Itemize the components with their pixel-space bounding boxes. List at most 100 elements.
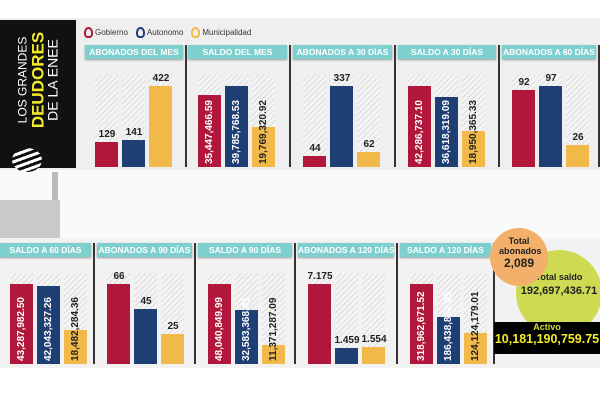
chart-panel: ABONADOS A 120 DÍAS 7.175 1.459 1.554 — [298, 243, 398, 364]
bar-background — [335, 273, 358, 364]
panel-divider — [396, 243, 398, 364]
bar-municipalidad — [362, 346, 385, 364]
bar-municipalidad — [566, 145, 589, 167]
total-saldo-circle: Total saldo 192,697,436.71 — [516, 250, 600, 336]
panel-divider — [93, 243, 95, 364]
chart-panel: ABONADOS A 30 DÍAS 44 337 62 — [293, 45, 396, 167]
data-label: 32,583,368.41 — [241, 297, 252, 361]
bulb-icon — [84, 27, 93, 38]
bar-autonomo — [235, 309, 258, 364]
bulb-icon — [191, 27, 201, 38]
chart-panel: ABONADOS DEL MES 129 141 422 — [85, 45, 187, 167]
legend-item-autonomo: Autonomo — [135, 27, 184, 38]
bar-background — [303, 75, 326, 167]
panel-divider — [498, 45, 500, 167]
data-label: 45 — [140, 296, 152, 308]
data-label: 25 — [167, 320, 179, 332]
data-label: 35,447,466.59 — [204, 100, 215, 164]
data-label: 186,438,832.05 — [443, 291, 454, 361]
bar-autonomo — [37, 286, 60, 364]
data-label: 42,043,327.26 — [43, 297, 54, 361]
data-label: 1.554 — [361, 333, 387, 345]
data-label: 43,287,982.50 — [16, 297, 27, 361]
legend-item-municipalidad: Municipalidad — [191, 27, 251, 38]
bar-municipalidad — [357, 152, 380, 167]
chart-panel: SALDO A 30 DÍAS 42,286,737.10 36,618,319.0… — [398, 45, 500, 167]
panel-title: ABONADOS A 120 DÍAS — [298, 243, 394, 257]
panel-divider — [194, 243, 196, 364]
bar-gobierno — [308, 283, 331, 364]
bar-autonomo — [437, 317, 460, 364]
bar-municipalidad — [262, 345, 285, 364]
title-text: LOS GRANDES DEUDORES DE LA ENEE — [16, 32, 61, 128]
data-label: 18,950,365.33 — [468, 100, 479, 164]
data-label: 129 — [98, 129, 116, 141]
bar-gobierno — [198, 94, 221, 167]
panel-title: SALDO A 90 DÍAS — [198, 243, 292, 257]
bar-background — [362, 273, 385, 364]
panel-title: ABONADOS A 90 DÍAS — [97, 243, 192, 257]
bar-gobierno — [303, 156, 326, 167]
background-image-band — [0, 170, 600, 242]
panel-divider — [493, 243, 495, 364]
data-label: 19,769,320.92 — [258, 100, 269, 164]
data-label: 422 — [152, 73, 170, 85]
bar-gobierno — [410, 283, 433, 364]
panel-title: ABONADOS DEL MES — [85, 45, 183, 59]
bar-autonomo — [335, 347, 358, 364]
legend-label: Autonomo — [146, 28, 184, 37]
bar-gobierno — [208, 283, 231, 364]
total-abonados-circle: Total abonados 2,089 — [490, 228, 548, 286]
bar-gobierno — [408, 86, 431, 167]
brand-logo-icon — [12, 148, 42, 172]
data-label: 39,785,768.53 — [231, 100, 242, 164]
panel-divider — [394, 45, 396, 167]
bar-autonomo — [134, 309, 157, 364]
data-label: 48,040,849.99 — [214, 297, 225, 361]
panel-divider — [185, 45, 187, 167]
data-label: 7.175 — [307, 270, 333, 282]
bar-autonomo — [539, 86, 562, 167]
bar-gobierno — [10, 283, 33, 364]
title-block: LOS GRANDES DEUDORES DE LA ENEE — [0, 20, 76, 172]
activo-value: 10,181,190,759.75 — [494, 332, 600, 346]
chart-panel: ABONADOS A 90 DÍAS 66 45 25 — [97, 243, 196, 364]
data-label: 44 — [309, 143, 321, 155]
data-label: 36,618,319.09 — [441, 100, 452, 164]
legend-item-gobierno: Gobierno — [84, 27, 128, 38]
data-label: 66 — [113, 270, 125, 282]
panel-divider — [294, 243, 296, 364]
bar-background — [357, 75, 380, 167]
panel-title: SALDO DEL MES — [188, 45, 287, 59]
chart-panel: ABONADOS A 60 DÍAS 92 97 26 — [502, 45, 600, 167]
total-saldo-value: 192,697,436.71 — [520, 285, 598, 297]
data-label: 18,482,284.36 — [70, 297, 81, 361]
bar-gobierno — [107, 283, 130, 364]
data-label: 97 — [545, 73, 557, 85]
panel-title: SALDO A 120 DÍAS — [400, 243, 491, 257]
activo-label: Activo — [533, 322, 561, 332]
total-saldo-label: Total saldo — [535, 272, 583, 282]
data-label: 62 — [363, 139, 375, 151]
panel-divider — [289, 45, 291, 167]
bar-autonomo — [435, 96, 458, 167]
bar-municipalidad — [462, 130, 485, 167]
title-line-3: DE LA ENEE — [44, 39, 61, 121]
bar-municipalidad — [252, 126, 275, 167]
data-label: 141 — [125, 126, 143, 138]
data-label: 92 — [518, 77, 530, 89]
activo-box: Activo 10,181,190,759.75 — [494, 322, 600, 354]
data-label: 1.459 — [334, 334, 360, 346]
bar-municipalidad — [149, 86, 172, 167]
bar-gobierno — [95, 142, 118, 167]
bar-municipalidad — [464, 332, 487, 364]
bar-gobierno — [512, 90, 535, 167]
chart-panel: SALDO A 120 DÍAS 318,962,671.52 186,438,83… — [400, 243, 495, 364]
panel-title: SALDO A 60 DÍAS — [0, 243, 91, 257]
bar-autonomo — [330, 86, 353, 167]
total-abonados-value: 2,089 — [503, 256, 535, 270]
data-label: 42,286,737.10 — [414, 100, 425, 164]
chart-panel: SALDO A 90 DÍAS 48,040,849.99 32,583,368.4… — [198, 243, 296, 364]
chart-panel: SALDO A 60 DÍAS 43,287,982.50 42,043,327.2… — [0, 243, 95, 364]
data-label: 11,371,287.09 — [268, 297, 279, 361]
